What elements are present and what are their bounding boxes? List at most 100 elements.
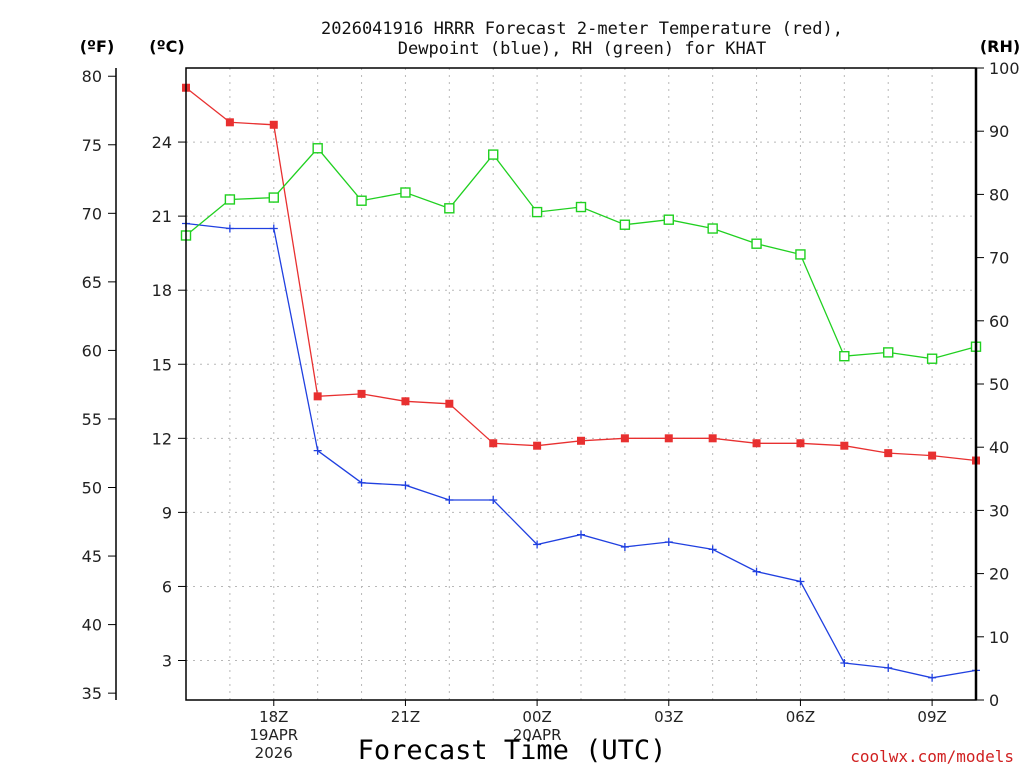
fahrenheit-tick-label: 45 — [82, 547, 102, 566]
celsius-tick-label: 3 — [162, 652, 172, 671]
rh-tick-label: 40 — [989, 438, 1009, 457]
rh-point — [795, 249, 806, 260]
rh-point — [312, 143, 323, 154]
rh-point — [883, 347, 894, 358]
axes — [108, 67, 984, 706]
rh-tick-label: 100 — [989, 59, 1020, 78]
tick-labels: 3 6 9 12 15 18 21 24 35 40 45 50 55 60 65 70 75 80 0 10 20 30… — [82, 59, 1020, 762]
rh-point — [356, 195, 367, 206]
fahrenheit-tick-label: 60 — [82, 341, 102, 360]
dewpoint-point — [708, 545, 717, 554]
dewpoint-point — [445, 496, 454, 505]
rh-point — [575, 201, 587, 213]
dewpoint-point — [796, 577, 805, 586]
x-tick-label: 09Z — [917, 708, 946, 726]
rh-point — [444, 203, 455, 214]
credit-link[interactable]: coolwx.com/models — [850, 747, 1014, 766]
rh-point — [531, 206, 543, 218]
temperature-point — [840, 441, 849, 450]
rh-point — [400, 187, 411, 198]
x-tick-label: 06Z — [786, 708, 815, 726]
dewpoint-point — [225, 224, 234, 233]
temperature-point — [269, 120, 278, 129]
fahrenheit-unit-label: (ºF) — [80, 37, 115, 56]
temperature-point — [577, 436, 585, 445]
celsius-tick-label: 15 — [152, 355, 172, 374]
rh-point — [663, 214, 674, 225]
dewpoint-point — [884, 663, 893, 672]
rh-point — [839, 350, 850, 362]
dewpoint-point — [401, 481, 410, 490]
x-tick-label: 20APR — [513, 726, 562, 744]
dewpoint-point — [313, 446, 322, 455]
fahrenheit-tick-label: 70 — [82, 204, 102, 223]
dewpoint-point — [533, 540, 542, 549]
gridlines — [186, 68, 976, 700]
x-tick-label: 19APR — [249, 726, 298, 744]
fahrenheit-tick-label: 35 — [82, 684, 102, 703]
celsius-tick-label: 6 — [162, 577, 172, 596]
rh-point — [751, 238, 762, 249]
series-layer — [180, 83, 982, 682]
rh-tick-label: 0 — [989, 691, 999, 710]
dewpoint-point — [664, 538, 673, 546]
fahrenheit-tick-label: 55 — [82, 410, 102, 429]
rh-tick-label: 50 — [989, 375, 1009, 394]
rh-unit-label: (RH) — [980, 37, 1020, 56]
temperature-point — [796, 439, 805, 448]
celsius-tick-label: 9 — [162, 503, 172, 522]
fahrenheit-tick-label: 40 — [82, 616, 102, 635]
celsius-tick-label: 18 — [152, 281, 172, 300]
x-tick-label: 03Z — [654, 708, 683, 726]
temperature-point — [708, 434, 717, 443]
dewpoint-point — [357, 478, 366, 487]
dewpoint-point — [489, 496, 498, 505]
rh-point — [488, 149, 499, 160]
rh-point — [619, 219, 631, 230]
celsius-tick-label: 24 — [152, 133, 172, 152]
temperature-point — [489, 439, 498, 448]
rh-tick-label: 30 — [989, 501, 1009, 520]
temperature-point — [928, 451, 937, 460]
temperature-point — [401, 397, 410, 406]
temperature-point — [357, 389, 366, 398]
dewpoint-point — [928, 673, 937, 682]
x-tick-label: 2026 — [255, 744, 293, 762]
temperature-point — [533, 441, 542, 450]
dewpoint-point — [577, 530, 585, 539]
rh-tick-label: 20 — [989, 565, 1009, 584]
dewpoint-point — [269, 224, 278, 233]
temperature-point — [664, 434, 673, 443]
rh-tick-label: 70 — [989, 249, 1009, 268]
temperature-point — [752, 439, 761, 448]
rh-point — [224, 194, 236, 205]
temperature-point — [884, 449, 893, 458]
temperature-point — [225, 118, 234, 127]
rh-point — [268, 192, 279, 203]
rh-point — [926, 353, 938, 364]
chart-title-line-2: Dewpoint (blue), RH (green) for KHAT — [398, 39, 766, 59]
x-tick-label: 21Z — [391, 708, 420, 726]
celsius-unit-label: (ºC) — [149, 37, 184, 56]
x-axis-title: Forecast Time (UTC) — [358, 735, 667, 766]
dewpoint-point — [840, 658, 849, 667]
fahrenheit-tick-label: 75 — [82, 136, 102, 155]
dewpoint-point — [752, 567, 761, 576]
celsius-tick-label: 12 — [152, 429, 172, 448]
fahrenheit-tick-label: 50 — [82, 479, 102, 498]
rh-point — [707, 223, 718, 234]
dewpoint-line — [185, 222, 977, 679]
rh-tick-label: 10 — [989, 628, 1009, 647]
fahrenheit-tick-label: 80 — [82, 67, 102, 86]
x-tick-label: 18Z — [259, 708, 288, 726]
rh-tick-label: 90 — [989, 122, 1009, 141]
fahrenheit-tick-label: 65 — [82, 273, 102, 292]
rh-tick-label: 60 — [989, 312, 1009, 331]
rh-tick-label: 80 — [989, 185, 1009, 204]
temperature-point — [445, 399, 454, 408]
chart-title-line-1: 2026041916 HRRR Forecast 2-meter Tempera… — [321, 19, 843, 39]
x-tick-label: 00Z — [522, 708, 551, 726]
dewpoint-point — [620, 542, 629, 551]
celsius-tick-label: 21 — [152, 207, 172, 226]
